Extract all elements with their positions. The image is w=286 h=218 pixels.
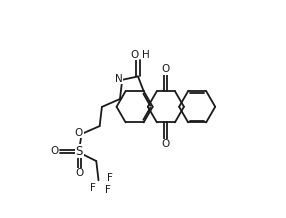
Text: O: O bbox=[50, 146, 59, 156]
Text: O: O bbox=[130, 49, 139, 60]
Text: O: O bbox=[162, 64, 170, 74]
Text: O: O bbox=[162, 139, 170, 149]
Text: H: H bbox=[142, 49, 150, 60]
Text: F: F bbox=[90, 183, 96, 193]
Text: O: O bbox=[75, 169, 84, 179]
Text: N: N bbox=[115, 74, 123, 84]
Text: F: F bbox=[105, 185, 110, 195]
Text: F: F bbox=[107, 173, 113, 183]
Text: S: S bbox=[76, 145, 83, 158]
Text: O: O bbox=[75, 128, 83, 138]
